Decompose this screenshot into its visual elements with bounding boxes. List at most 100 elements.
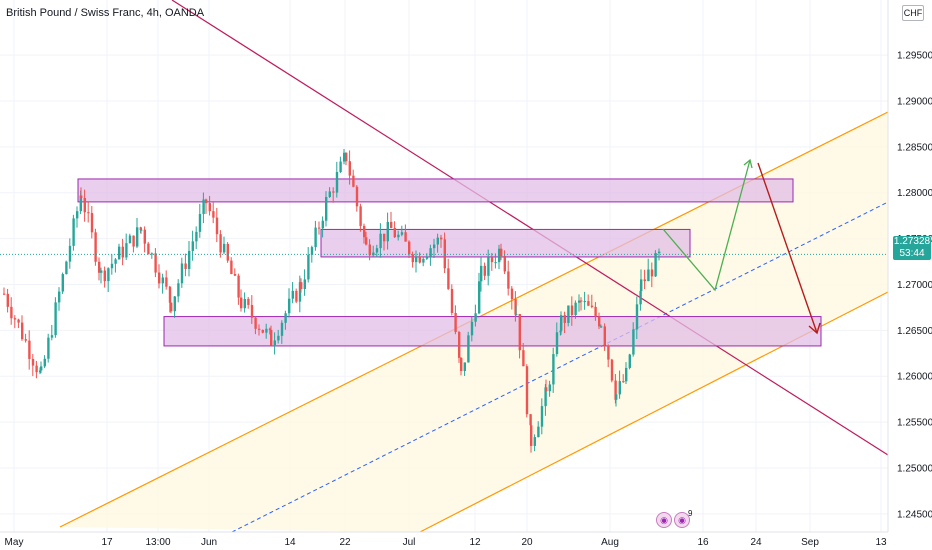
- candle-body: [79, 195, 82, 212]
- candle-body: [522, 350, 525, 367]
- candle-body: [188, 250, 191, 269]
- uk-flag-event-icon[interactable]: ◉: [656, 512, 672, 528]
- candle-body: [298, 282, 302, 302]
- candle-body: [303, 279, 306, 289]
- candle-body: [280, 322, 284, 336]
- uk-flag-event-icon[interactable]: ◉: [674, 512, 690, 528]
- price-tick-label: 1.28000: [897, 188, 932, 199]
- candle-body: [270, 329, 273, 346]
- candle-body: [397, 234, 400, 238]
- candle-body: [147, 243, 150, 255]
- candle-body: [90, 212, 94, 233]
- candle-body: [118, 246, 121, 260]
- candle-body: [132, 235, 135, 247]
- currency-button[interactable]: CHF: [902, 5, 924, 21]
- candle-body: [202, 199, 205, 214]
- candle-body: [507, 271, 510, 289]
- candle-body: [618, 381, 621, 395]
- candle-body: [140, 229, 143, 231]
- candle-body: [379, 233, 382, 249]
- candle-body: [560, 315, 563, 331]
- time-tick-label: May: [5, 537, 24, 548]
- candle-body: [422, 258, 425, 263]
- candle-body: [383, 233, 386, 242]
- candle-body: [570, 305, 574, 315]
- candle-body: [487, 257, 490, 276]
- candle-body: [288, 298, 291, 314]
- candle-body: [54, 302, 57, 336]
- time-tick-label: 16: [697, 537, 709, 548]
- candle-body: [125, 243, 128, 258]
- time-tick-label: 20: [521, 537, 533, 548]
- candle-body: [510, 288, 514, 300]
- candle-body: [307, 254, 310, 280]
- price-tick-label: 1.26000: [897, 372, 932, 383]
- time-tick-label: Jun: [201, 537, 217, 548]
- candle-body: [494, 262, 497, 264]
- price-tick-label: 1.29500: [897, 51, 932, 62]
- candle-body: [458, 332, 461, 358]
- candle-body: [578, 300, 581, 303]
- candle-body: [247, 298, 250, 305]
- candle-body: [258, 328, 261, 330]
- candle-body: [170, 302, 173, 312]
- forecast-red-path: [757, 162, 818, 334]
- candle-body: [43, 358, 46, 367]
- candle-body: [237, 275, 240, 298]
- candle-body: [165, 277, 168, 287]
- candle-body: [295, 290, 298, 302]
- candle-body: [615, 394, 618, 400]
- candle-body: [173, 296, 176, 312]
- candle-body: [58, 291, 61, 303]
- supply-demand-zone: [77, 178, 794, 203]
- candle-body: [332, 191, 335, 193]
- candle-body: [533, 437, 536, 446]
- candle-body: [198, 213, 202, 232]
- time-tick-label: 13:00: [145, 537, 170, 548]
- candle-body: [372, 252, 375, 256]
- red-arrowhead: [808, 322, 821, 335]
- price-tick-label: 1.25500: [897, 418, 932, 429]
- candle-body: [98, 261, 101, 273]
- candle-body: [154, 253, 157, 273]
- price-tick-label: 1.24500: [897, 509, 932, 520]
- candle-body: [515, 314, 518, 316]
- candle-body: [580, 300, 583, 302]
- time-tick-label: Aug: [601, 537, 619, 548]
- candle-body: [318, 227, 321, 229]
- candle-body: [429, 248, 432, 257]
- candle-body: [400, 232, 404, 235]
- candle-body: [598, 316, 601, 327]
- candle-body: [352, 175, 355, 187]
- candle-body: [61, 274, 64, 292]
- candle-body: [544, 387, 547, 407]
- price-tick-label: 1.28500: [897, 142, 932, 153]
- candle-body: [436, 237, 439, 245]
- candle-body: [291, 290, 294, 299]
- candle-body: [177, 283, 180, 297]
- candle-body: [28, 340, 31, 359]
- forecast-green-path: [662, 159, 751, 292]
- candle-body: [363, 225, 366, 238]
- candle-body: [540, 406, 544, 427]
- candle-body: [180, 263, 184, 284]
- price-tick-label: 1.26500: [897, 326, 932, 337]
- candle-body: [622, 381, 625, 383]
- candle-body: [80, 195, 83, 199]
- candle-body: [243, 298, 246, 309]
- candle-body: [411, 254, 414, 263]
- bar-countdown: 53:44: [899, 248, 925, 259]
- candle-body: [530, 425, 533, 446]
- candle-body: [650, 269, 654, 277]
- candle-body: [447, 268, 450, 289]
- candle-body: [386, 221, 389, 242]
- candle-body: [314, 227, 317, 248]
- candle-body: [107, 268, 110, 282]
- candle-body: [35, 365, 38, 373]
- candle-body: [265, 328, 268, 333]
- candle-body: [254, 317, 257, 329]
- candle-body: [500, 248, 503, 257]
- event-count: 9: [688, 509, 693, 518]
- candle-body: [343, 152, 346, 162]
